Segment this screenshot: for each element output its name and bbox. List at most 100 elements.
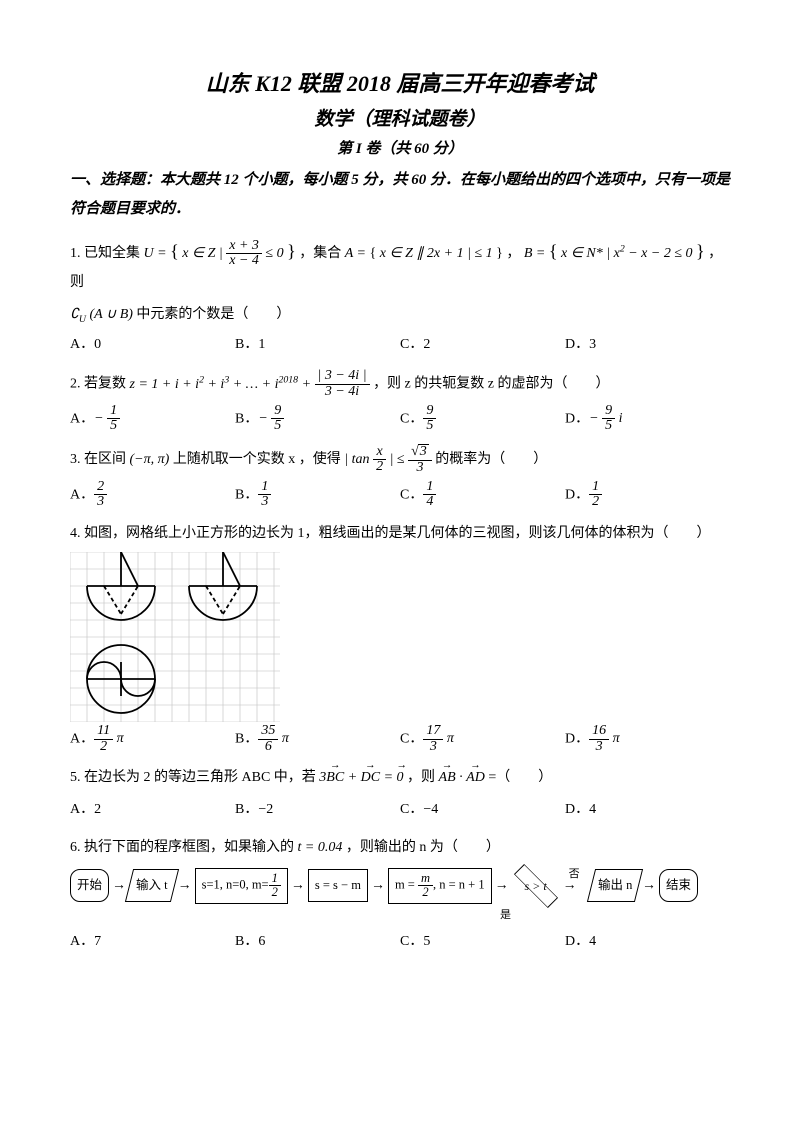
q4-D-lbl: D． (565, 731, 589, 746)
q6-prefix: 6. 执行下面的程序框图，如果输入的 (70, 840, 298, 855)
q6-optC: C．5 (400, 928, 565, 956)
q3-optA: A．23 (70, 480, 235, 510)
question-6: 6. 执行下面的程序框图，如果输入的 t = 0.04 ，则输出的 n 为（ ）… (70, 834, 730, 955)
q6-flowchart: 开始 → 输入 t → s=1, n=0, m=12 → s = s − m →… (70, 868, 730, 903)
q1-suffix: 中元素的个数是（ ） (136, 307, 290, 322)
flow-input: 输入 t (125, 869, 179, 902)
flow-decision: s > t (512, 873, 560, 899)
q6-optB: B．6 (235, 928, 400, 956)
q4-C-lbl: C． (400, 731, 423, 746)
q3-optB: B．13 (235, 480, 400, 510)
question-4: 4. 如图，网格纸上小正方形的边长为 1，粗线画出的是某几何体的三视图，则该几何… (70, 520, 730, 754)
arrow-icon: → (112, 872, 126, 900)
q1-prefix: 1. 已知全集 (70, 246, 144, 261)
q6-options: A．7 B．6 C．5 D．4 (70, 928, 730, 956)
arrow-icon: → (291, 872, 305, 900)
flow-end: 结束 (659, 869, 698, 902)
q2-C-lbl: C． (400, 411, 423, 426)
q3-ineq: | tan x2 | ≤ √33 (344, 452, 431, 467)
q1-mid1: ，集合 (299, 246, 345, 261)
q3-D-lbl: D． (565, 487, 589, 502)
q4-stem: 4. 如图，网格纸上小正方形的边长为 1，粗线画出的是某几何体的三视图，则该几何… (70, 520, 730, 548)
question-1: 1. 已知全集 U = { x ∈ Z | x + 3x − 4 ≤ 0 } ，… (70, 233, 730, 359)
q3-B-lbl: B． (235, 487, 258, 502)
q2-optB: B．− 95 (235, 404, 400, 434)
q5-dot: AB · AD (439, 770, 485, 785)
q4-figure (70, 552, 280, 722)
exam-subtitle: 数学（理科试题卷） (70, 104, 730, 131)
exam-title: 山东 K12 联盟 2018 届高三开年迎春考试 (70, 66, 730, 98)
q2-stem: 2. 若复数 z = 1 + i + i2 + i3 + … + i2018 +… (70, 369, 730, 399)
flow-start: 开始 (70, 869, 109, 902)
q4-optD: D．163 π (565, 724, 730, 754)
flow-yes-label: 是 (500, 904, 730, 926)
q1-setB: B = { x ∈ N* | x2 − x − 2 ≤ 0 } (524, 246, 705, 261)
q5-optB: B．−2 (235, 796, 400, 824)
q1-setU: U = { x ∈ Z | x + 3x − 4 ≤ 0 } (144, 246, 296, 261)
q3-interval: (−π, π) (130, 452, 170, 467)
q5-optD: D．4 (565, 796, 730, 824)
q3-C-lbl: C． (400, 487, 423, 502)
q2-mid: ，则 z 的共轭复数 z 的虚部为（ ） (373, 377, 609, 392)
q3-A-lbl: A． (70, 487, 94, 502)
question-3: 3. 在区间 (−π, π) 上随机取一个实数 x ，使得 | tan x2 |… (70, 444, 730, 510)
q6-optA: A．7 (70, 928, 235, 956)
q2-options: A．− 15 B．− 95 C．95 D．− 95 i (70, 404, 730, 434)
q5-mid: ，则 (407, 770, 439, 785)
q6-stem: 6. 执行下面的程序框图，如果输入的 t = 0.04 ，则输出的 n 为（ ） (70, 834, 730, 862)
flow-no-branch: →否 (563, 872, 588, 900)
q1-setA: A = { x ∈ Z ∥ 2x + 1 | ≤ 1 } (345, 246, 503, 261)
q2-expr: z = 1 + i + i2 + i3 + … + i2018 + | 3 − … (130, 377, 370, 392)
q1-complement: ∁U (A ∪ B) (70, 307, 133, 322)
q4-options: A．112 π B．356 π C．173 π D．163 π (70, 724, 730, 754)
q5-prefix: 5. 在边长为 2 的等边三角形 ABC 中，若 (70, 770, 319, 785)
q4-optC: C．173 π (400, 724, 565, 754)
q6-optD: D．4 (565, 928, 730, 956)
q5-suffix: =（ ） (488, 770, 552, 785)
question-2: 2. 若复数 z = 1 + i + i2 + i3 + … + i2018 +… (70, 369, 730, 434)
q4-optA: A．112 π (70, 724, 235, 754)
q2-D-lbl: D． (565, 411, 589, 426)
q1-optA: A．0 (70, 331, 235, 359)
q1-mid2: ， (506, 246, 520, 261)
flow-step1: s = s − m (308, 869, 368, 902)
q4-B-lbl: B． (235, 731, 258, 746)
q1-line2: ∁U (A ∪ B) 中元素的个数是（ ） (70, 301, 730, 329)
arrow-icon: → (178, 872, 192, 900)
q1-stem: 1. 已知全集 U = { x ∈ Z | x + 3x − 4 ≤ 0 } ，… (70, 233, 730, 297)
q3-optD: D．12 (565, 480, 730, 510)
instruction: 一、选择题：本大题共 12 个小题，每小题 5 分，共 60 分．在每小题给出的… (70, 166, 730, 223)
q5-options: A．2 B．−2 C．−4 D．4 (70, 796, 730, 824)
q1-options: A．0 B．1 C．2 D．3 (70, 331, 730, 359)
q3-prefix: 3. 在区间 (70, 452, 130, 467)
q1-optC: C．2 (400, 331, 565, 359)
q3-mid2: 的概率为（ ） (435, 452, 547, 467)
q2-optD: D．− 95 i (565, 404, 730, 434)
q4-optB: B．356 π (235, 724, 400, 754)
q1-optD: D．3 (565, 331, 730, 359)
arrow-icon: → (371, 872, 385, 900)
q5-optA: A．2 (70, 796, 235, 824)
q5-optC: C．−4 (400, 796, 565, 824)
q3-mid1: 上随机取一个实数 x ，使得 (173, 452, 345, 467)
q4-A-lbl: A． (70, 731, 94, 746)
q2-optA: A．− 15 (70, 404, 235, 434)
exam-section: 第 I 卷（共 60 分） (70, 137, 730, 158)
q6-mid: ，则输出的 n 为（ ） (346, 840, 500, 855)
q1-optB: B．1 (235, 331, 400, 359)
arrow-icon: → (495, 872, 509, 900)
q3-stem: 3. 在区间 (−π, π) 上随机取一个实数 x ，使得 | tan x2 |… (70, 444, 730, 475)
q2-prefix: 2. 若复数 (70, 377, 130, 392)
q2-B-lbl: B． (235, 411, 258, 426)
q5-eq: 3BC + DC = 0 (319, 770, 403, 785)
q5-stem: 5. 在边长为 2 的等边三角形 ABC 中，若 3BC + DC = 0 ，则… (70, 764, 730, 792)
q3-optC: C．14 (400, 480, 565, 510)
q2-A-lbl: A． (70, 411, 94, 426)
arrow-icon: → (642, 872, 656, 900)
flow-init: s=1, n=0, m=12 (195, 868, 288, 903)
q3-options: A．23 B．13 C．14 D．12 (70, 480, 730, 510)
q6-t: t = 0.04 (298, 840, 343, 855)
question-5: 5. 在边长为 2 的等边三角形 ABC 中，若 3BC + DC = 0 ，则… (70, 764, 730, 824)
flow-step2: m = m2, n = n + 1 (388, 868, 492, 903)
q2-optC: C．95 (400, 404, 565, 434)
